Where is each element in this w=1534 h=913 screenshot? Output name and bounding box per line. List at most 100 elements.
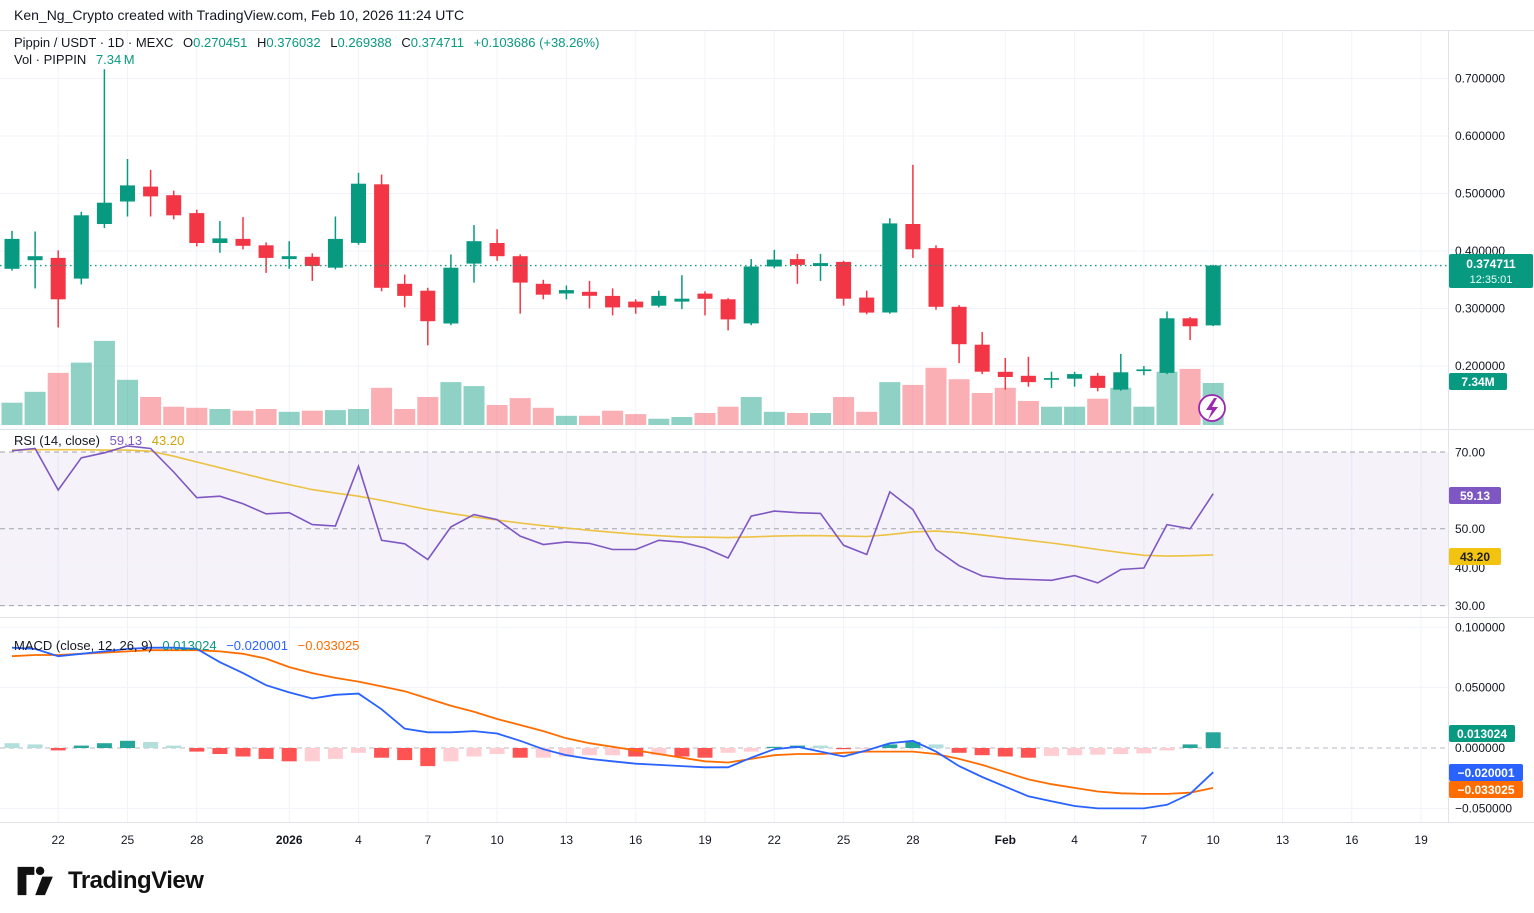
macd-hist-bar[interactable] xyxy=(212,748,228,754)
macd-hist-bar[interactable] xyxy=(258,748,274,759)
candle[interactable] xyxy=(327,216,343,270)
candle[interactable] xyxy=(905,164,921,258)
volume-bar[interactable] xyxy=(763,411,785,425)
volume-bar[interactable] xyxy=(671,417,693,425)
macd-label[interactable]: MACD (close, 12, 26, 9) xyxy=(14,638,153,653)
macd-hist-bar[interactable] xyxy=(189,748,205,752)
rsi-label[interactable]: RSI (14, close) xyxy=(14,433,100,448)
candle[interactable] xyxy=(651,290,667,308)
candle[interactable] xyxy=(189,209,205,247)
macd-hist-bar[interactable] xyxy=(50,748,66,751)
volume-bar[interactable] xyxy=(1110,387,1132,425)
time-tick[interactable]: 4 xyxy=(1071,833,1078,847)
macd-hist-bar[interactable] xyxy=(1020,748,1036,758)
candle[interactable] xyxy=(974,332,990,375)
macd-hist-bar[interactable] xyxy=(443,748,459,762)
macd-hist-bar[interactable] xyxy=(1205,732,1221,748)
candle[interactable] xyxy=(304,253,320,281)
rsi-line[interactable] xyxy=(11,445,1214,584)
volume-bar[interactable] xyxy=(694,413,716,425)
time-tick[interactable]: 28 xyxy=(190,833,204,847)
time-tick[interactable]: 19 xyxy=(698,833,712,847)
rsi-axis[interactable]: 70.00 50.00 40.00 30.00 xyxy=(1455,446,1485,614)
time-tick[interactable]: 10 xyxy=(490,833,504,847)
volume-bar[interactable] xyxy=(1156,371,1178,425)
candle[interactable] xyxy=(1182,317,1198,341)
volume-bar[interactable] xyxy=(1133,406,1155,425)
macd-hist-bar[interactable] xyxy=(1067,748,1083,756)
volume-bar[interactable] xyxy=(1,402,23,425)
candle[interactable] xyxy=(628,299,644,314)
macd-signal-line[interactable] xyxy=(11,649,1214,795)
volume-bar[interactable] xyxy=(255,409,277,425)
macd-hist-bar[interactable] xyxy=(720,748,736,753)
volume-bar[interactable] xyxy=(1064,406,1086,425)
volume-bar[interactable] xyxy=(1017,401,1039,425)
volume-bar[interactable] xyxy=(278,411,300,425)
volume-bar[interactable] xyxy=(209,409,231,425)
macd-hist-bar[interactable] xyxy=(651,748,667,756)
candle[interactable] xyxy=(512,254,528,314)
candle[interactable] xyxy=(166,190,182,220)
macd-hist-bar[interactable] xyxy=(397,748,413,761)
macd-hist-bar[interactable] xyxy=(512,748,528,758)
volume-bar[interactable] xyxy=(625,414,647,425)
macd-legend[interactable]: MACD (close, 12, 26, 9) 0.013024 −0.0200… xyxy=(14,638,365,653)
candle[interactable] xyxy=(143,169,159,217)
candle[interactable] xyxy=(836,260,852,306)
macd-hist-bar[interactable] xyxy=(743,748,759,752)
volume-bar[interactable] xyxy=(301,410,323,425)
time-tick[interactable]: 16 xyxy=(1345,833,1359,847)
volume-bar[interactable] xyxy=(1087,398,1109,425)
macd-hist-bar[interactable] xyxy=(1182,744,1198,748)
volume-bar[interactable] xyxy=(879,382,901,425)
macd-line[interactable] xyxy=(11,646,1214,810)
candle[interactable] xyxy=(766,249,782,269)
macd-hist-bar[interactable] xyxy=(766,746,782,748)
candle[interactable] xyxy=(374,174,390,292)
time-tick[interactable]: 7 xyxy=(1140,833,1148,847)
volume-bar[interactable] xyxy=(902,384,924,425)
candle[interactable] xyxy=(605,288,621,316)
time-tick[interactable]: 25 xyxy=(836,833,851,847)
candle[interactable] xyxy=(235,217,251,250)
volume-bar[interactable] xyxy=(579,415,600,425)
macd-hist-bar[interactable] xyxy=(1136,748,1152,754)
candle[interactable] xyxy=(951,305,967,364)
candle[interactable] xyxy=(582,280,597,309)
volume-bar[interactable] xyxy=(856,411,878,425)
volume-bar[interactable] xyxy=(717,406,739,425)
macd-hist-bar[interactable] xyxy=(327,748,343,759)
time-tick[interactable]: 2026 xyxy=(275,833,303,847)
macd-hist-bar[interactable] xyxy=(466,748,482,757)
volume-bar[interactable] xyxy=(532,407,554,425)
volume-bar[interactable] xyxy=(994,387,1016,425)
macd-hist-bar[interactable] xyxy=(997,748,1013,757)
candle[interactable] xyxy=(1136,366,1152,376)
macd-hist-bar[interactable] xyxy=(120,740,135,748)
macd-hist-bar[interactable] xyxy=(143,742,159,748)
candle[interactable] xyxy=(397,274,413,308)
volume-bar[interactable] xyxy=(971,393,993,425)
time-axis[interactable]: 22 25 28 2026 4 7 10 13 16 19 22 25 28 Feb 4 7 10 13 16 19 xyxy=(0,822,1534,861)
candle[interactable] xyxy=(1020,356,1036,387)
volume-bar[interactable] xyxy=(602,410,624,425)
macd-hist-bar[interactable] xyxy=(96,743,112,748)
volume-bar[interactable] xyxy=(486,405,508,425)
macd-hist-bar[interactable] xyxy=(882,744,898,748)
candle[interactable] xyxy=(558,285,574,300)
macd-hist-bar[interactable] xyxy=(1159,748,1175,751)
symbol-legend[interactable]: Pippin / USDT · 1D · MEXC O0.270451 H0.3… xyxy=(14,35,605,50)
macd-hist-bar[interactable] xyxy=(235,748,251,757)
volume-bar[interactable] xyxy=(394,409,416,425)
candle[interactable] xyxy=(466,225,482,283)
volume-bar[interactable] xyxy=(24,391,46,425)
price-axis[interactable]: 0.700000 0.600000 0.500000 0.400000 0.30… xyxy=(1455,72,1505,374)
candle[interactable] xyxy=(258,242,274,273)
candle[interactable] xyxy=(997,358,1013,390)
lightning-icon[interactable] xyxy=(1198,394,1226,422)
candle[interactable] xyxy=(535,279,551,300)
macd-hist-bar[interactable] xyxy=(1090,748,1106,755)
candle[interactable] xyxy=(697,291,713,316)
time-tick[interactable]: 28 xyxy=(906,833,920,847)
